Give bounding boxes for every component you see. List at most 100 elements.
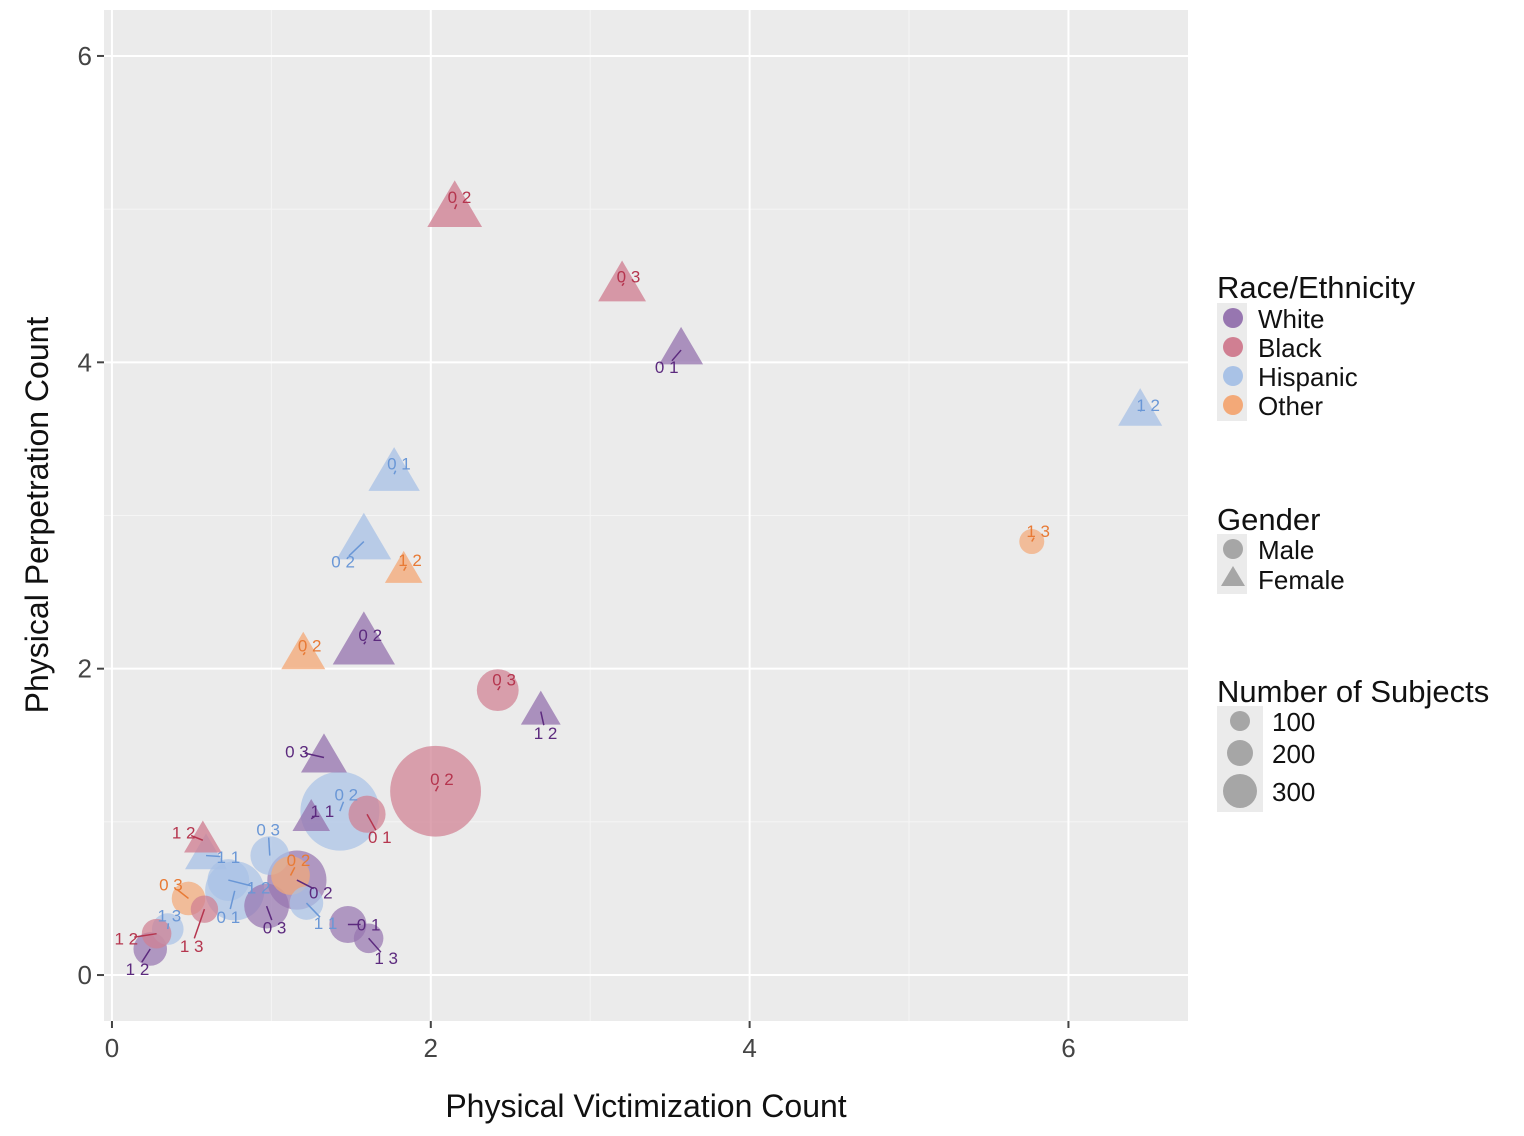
point-label: 1 1	[217, 848, 241, 867]
x-tick-label: 2	[424, 1033, 438, 1063]
point-label: 1 3	[1026, 522, 1050, 541]
point-label: 0 1	[368, 828, 392, 847]
point-label: 0 2	[448, 188, 472, 207]
point-label-connector	[176, 889, 189, 900]
point-label-layer: 0 2 0 3 0 1 1 2 1 3 0 1 0 2 1 2 0 2 0 2 0 3 1 2 0 2 0…	[114, 188, 1159, 979]
data-point-black-female	[598, 260, 647, 302]
point-label: 1 2	[114, 929, 138, 948]
point-label: 1 3	[158, 906, 182, 925]
point-label: 0 3	[617, 268, 641, 287]
legend-label-other: Other	[1258, 391, 1323, 421]
data-point-hispanic-female	[368, 447, 420, 491]
point-label-connector	[1139, 409, 1143, 412]
data-point-hispanic-female	[336, 512, 392, 560]
point-label-connector	[305, 902, 321, 918]
point-label-connector	[1031, 537, 1035, 542]
legend-label-size-100: 100	[1272, 707, 1315, 737]
legend-label-female: Female	[1258, 565, 1345, 595]
point-label-connector	[671, 349, 682, 362]
point-label-connector	[348, 541, 365, 557]
point-label: 1 2	[534, 724, 558, 743]
point-label: 0 3	[285, 742, 309, 761]
point-label-connector	[368, 937, 382, 953]
legend-key-female	[1221, 566, 1245, 586]
data-point-black-female	[184, 820, 222, 853]
legend-label-hispanic: Hispanic	[1258, 362, 1358, 392]
point-label-connector	[366, 813, 377, 831]
point-label-connector	[403, 566, 407, 572]
point-label: 0 3	[256, 821, 280, 840]
point-label: 0 1	[357, 915, 381, 934]
point-label-connector	[289, 866, 296, 876]
point-label-connector	[229, 890, 236, 910]
point-label-connector	[134, 932, 157, 938]
data-point-white-female	[300, 733, 347, 773]
point-label: 0 1	[655, 358, 679, 377]
point-label-connector	[540, 711, 545, 726]
data-point-white-female	[332, 611, 395, 665]
y-tick-label: 6	[78, 41, 92, 71]
point-label-connector	[621, 282, 625, 287]
point-label-connector	[167, 923, 170, 930]
point-label-connector	[304, 752, 325, 759]
point-label: 0 3	[159, 876, 183, 895]
point-label: 1 2	[1136, 396, 1160, 415]
y-tick-label: 2	[78, 654, 92, 684]
point-label-connector	[190, 834, 204, 841]
legend-key-black	[1223, 337, 1243, 357]
legend-key-white	[1223, 308, 1243, 328]
legend-race-title: Race/Ethnicity	[1217, 270, 1416, 305]
point-label-connector	[393, 470, 397, 475]
point-label: 1 2	[247, 879, 271, 898]
point-label: 1 2	[172, 824, 196, 843]
x-tick-label: 6	[1061, 1033, 1075, 1063]
point-label-connector	[339, 801, 345, 812]
x-axis-title: Physical Victimization Count	[445, 1088, 846, 1124]
legend-label-white: White	[1258, 304, 1324, 334]
point-label-connector	[193, 908, 206, 939]
point-label-connector	[497, 685, 501, 691]
point-label: 0 3	[492, 670, 516, 689]
legend: Race/Ethnicity White Black Hispanic Othe…	[1217, 270, 1489, 812]
tick-layer: 0 2 4 6 0 2 4 6	[78, 41, 1076, 1063]
data-point-white-female	[292, 799, 331, 832]
y-tick-label: 4	[78, 347, 92, 377]
legend-key-size-100	[1230, 711, 1250, 731]
point-label-connector	[141, 948, 151, 963]
point-label: 0 1	[217, 908, 241, 927]
legend-label-black: Black	[1258, 333, 1323, 363]
point-label: 0 1	[387, 454, 411, 473]
y-tick-label: 0	[78, 960, 92, 990]
y-axis-title: Physical Perpetration Count	[19, 317, 55, 714]
point-label: 1 1	[311, 802, 335, 821]
x-tick-label: 4	[742, 1033, 756, 1063]
point-label: 0 2	[331, 552, 355, 571]
legend-label-size-200: 200	[1272, 739, 1315, 769]
legend-label-size-300: 300	[1272, 777, 1315, 807]
legend-key-hispanic	[1223, 366, 1243, 386]
grid-layer	[104, 10, 1188, 1021]
point-label: 0 3	[263, 919, 287, 938]
x-tick-label: 0	[105, 1033, 119, 1063]
point-label-connector	[205, 854, 221, 858]
point-label: 0 2	[298, 637, 322, 656]
data-point-other-female	[384, 550, 423, 583]
point-label: 0 2	[430, 770, 454, 789]
data-point-hispanic-female	[1118, 388, 1163, 426]
point-label: 1 3	[180, 937, 204, 956]
point-label: 0 2	[287, 851, 311, 870]
legend-key-other	[1223, 395, 1243, 415]
legend-gender-title: Gender	[1217, 502, 1320, 537]
point-label-connector	[363, 641, 367, 645]
legend-key-size-200	[1227, 740, 1253, 766]
data-layer	[133, 180, 1163, 966]
point-label-connector	[228, 879, 252, 887]
data-point-black-female	[427, 180, 483, 227]
point-label: 0 2	[358, 626, 382, 645]
point-label: 1 2	[398, 551, 422, 570]
data-point-other-female	[281, 631, 326, 670]
point-label: 0 2	[334, 785, 358, 804]
point-label: 1 3	[374, 949, 398, 968]
point-label-connector	[296, 879, 315, 890]
legend-key-size-300	[1223, 774, 1257, 808]
